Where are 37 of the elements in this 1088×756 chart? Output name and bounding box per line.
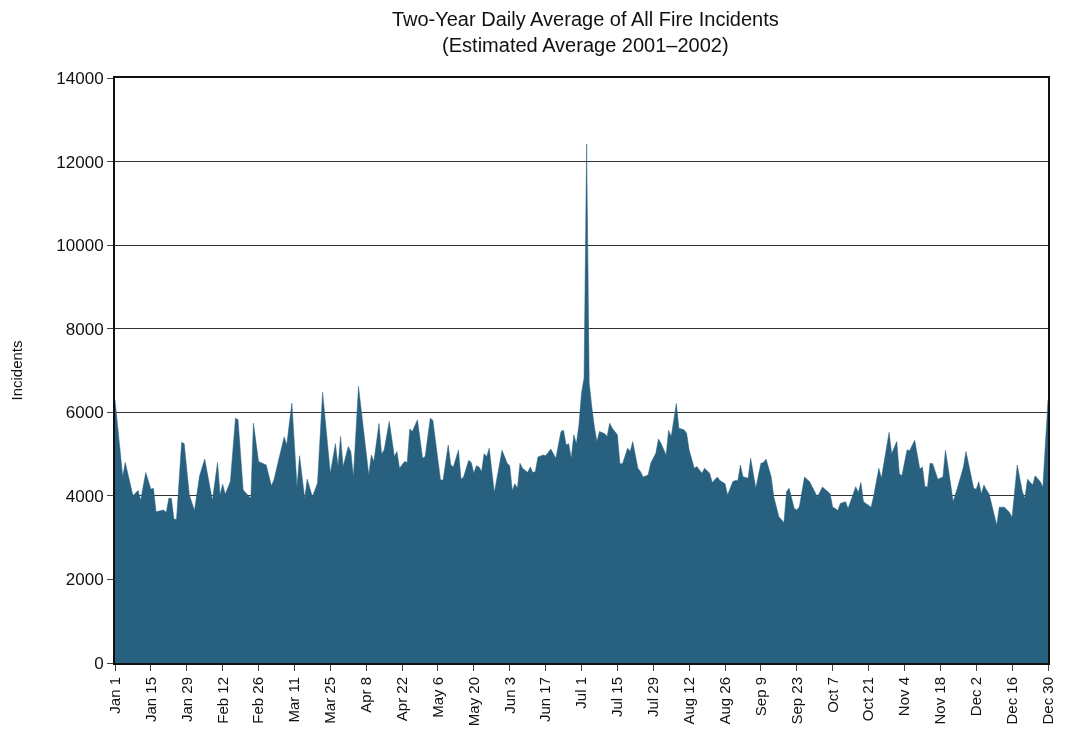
x-tick-label: Aug 26: [715, 677, 733, 725]
x-tick-label: Jul 15: [608, 677, 626, 718]
y-tick-label: 12000: [56, 152, 104, 172]
x-tick-label: Jan 29: [177, 677, 195, 723]
y-tick-label: 10000: [56, 236, 104, 256]
x-tick-label: Apr 8: [357, 677, 375, 713]
x-tick-label: May 6: [428, 677, 446, 718]
x-tick-label: Jan 15: [141, 677, 159, 723]
x-tick-label: Apr 22: [392, 677, 410, 722]
y-axis-title: Incidents: [8, 340, 26, 401]
x-tick-label: Oct 21: [859, 677, 877, 722]
y-tick-label: 14000: [56, 68, 104, 88]
x-tick-label: Dec 2: [967, 677, 985, 717]
x-tick-label: Jul 29: [644, 677, 662, 718]
y-tick-label: 4000: [65, 486, 104, 506]
x-tick-label: Jan 1: [105, 677, 123, 714]
y-tick-label: 8000: [65, 319, 104, 339]
x-tick-label: Oct 7: [823, 677, 841, 713]
x-tick-label: Sep 9: [751, 677, 769, 717]
x-tick-label: Mar 11: [285, 677, 303, 723]
x-tick-label: Jun 17: [536, 677, 554, 723]
x-tick-label: Feb 12: [213, 677, 231, 724]
x-tick-label: Mar 25: [321, 677, 339, 724]
y-tick-label: 0: [94, 653, 104, 673]
x-tick-label: Dec 16: [1002, 677, 1020, 725]
x-tick-label: Jun 3: [500, 677, 518, 714]
x-tick-label: Sep 23: [787, 677, 805, 725]
y-tick-label: 2000: [65, 570, 104, 590]
x-tick-label: Nov 4: [895, 677, 913, 717]
y-tick-label: 6000: [65, 403, 104, 423]
x-tick-label: Dec 30: [1038, 677, 1056, 725]
chart-title: Two-Year Daily Average of All Fire Incidents (Estimated Average 2001–2002): [391, 8, 779, 57]
x-tick-label: Jul 1: [572, 677, 590, 709]
x-tick-label: Feb 26: [249, 677, 267, 724]
x-tick-label: Aug 12: [680, 677, 698, 725]
x-tick-label: May 20: [464, 677, 482, 727]
x-tick-label: Nov 18: [931, 677, 949, 725]
